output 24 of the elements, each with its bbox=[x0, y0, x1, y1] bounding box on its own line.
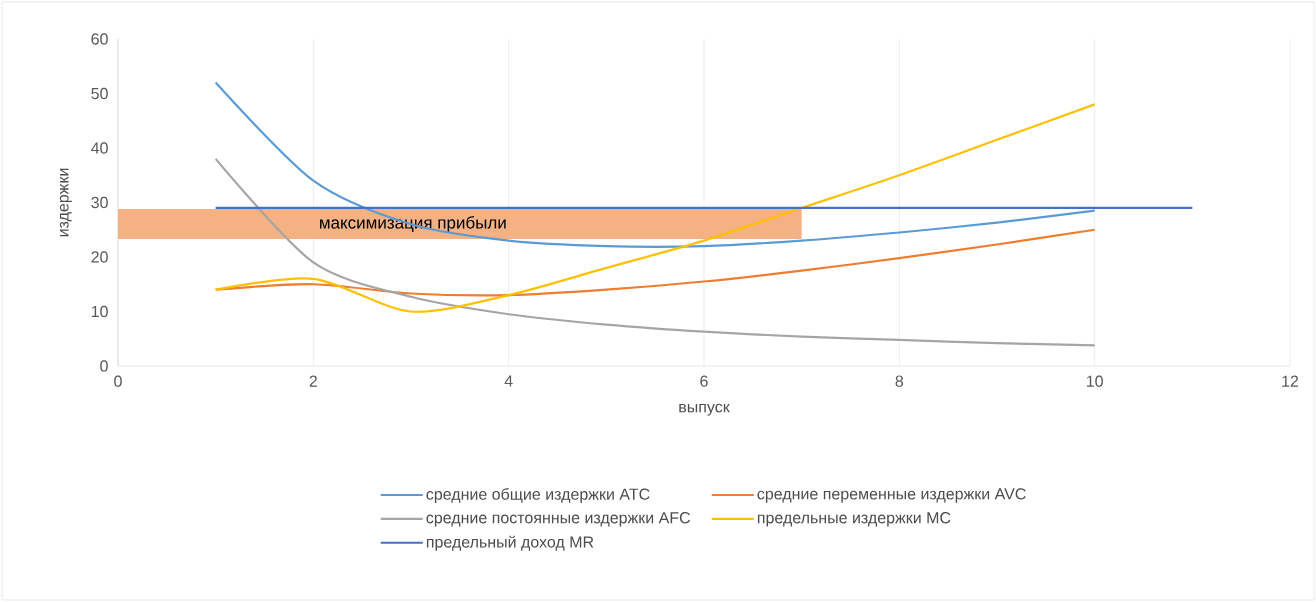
y-tick-label: 40 bbox=[91, 142, 108, 154]
x-tick-label: 0 bbox=[114, 375, 122, 387]
y-tick-label: 10 bbox=[91, 305, 108, 318]
legend-label: средние общие издержки ATC bbox=[426, 487, 650, 503]
legend-label: предельные издержки MC bbox=[757, 512, 951, 527]
legend-label: средние постоянные издержки AFC bbox=[426, 512, 691, 527]
x-tick-label: 6 bbox=[700, 375, 708, 387]
line-series bbox=[214, 81, 1096, 248]
y-tick-label: 30 bbox=[91, 196, 108, 209]
x-tick-label: 8 bbox=[895, 375, 904, 387]
line-series bbox=[214, 157, 1096, 347]
y-tick-label: 60 bbox=[91, 33, 108, 45]
line-series bbox=[214, 103, 1096, 313]
y-axis-title: издержки bbox=[59, 168, 72, 237]
legend-label: предельный доход MR bbox=[426, 535, 594, 551]
x-tick-label: 2 bbox=[309, 375, 317, 387]
legend-label: средние переменные издержки AVC bbox=[757, 488, 1026, 503]
y-tick-label: 20 bbox=[91, 251, 108, 263]
x-axis-title: выпуск bbox=[679, 403, 730, 416]
y-tick-label: 50 bbox=[91, 87, 108, 100]
x-tick-label: 4 bbox=[504, 375, 513, 387]
x-tick-label: 12 bbox=[1282, 375, 1299, 387]
x-tick-label: 10 bbox=[1086, 375, 1103, 387]
y-tick-label: 0 bbox=[100, 360, 108, 372]
